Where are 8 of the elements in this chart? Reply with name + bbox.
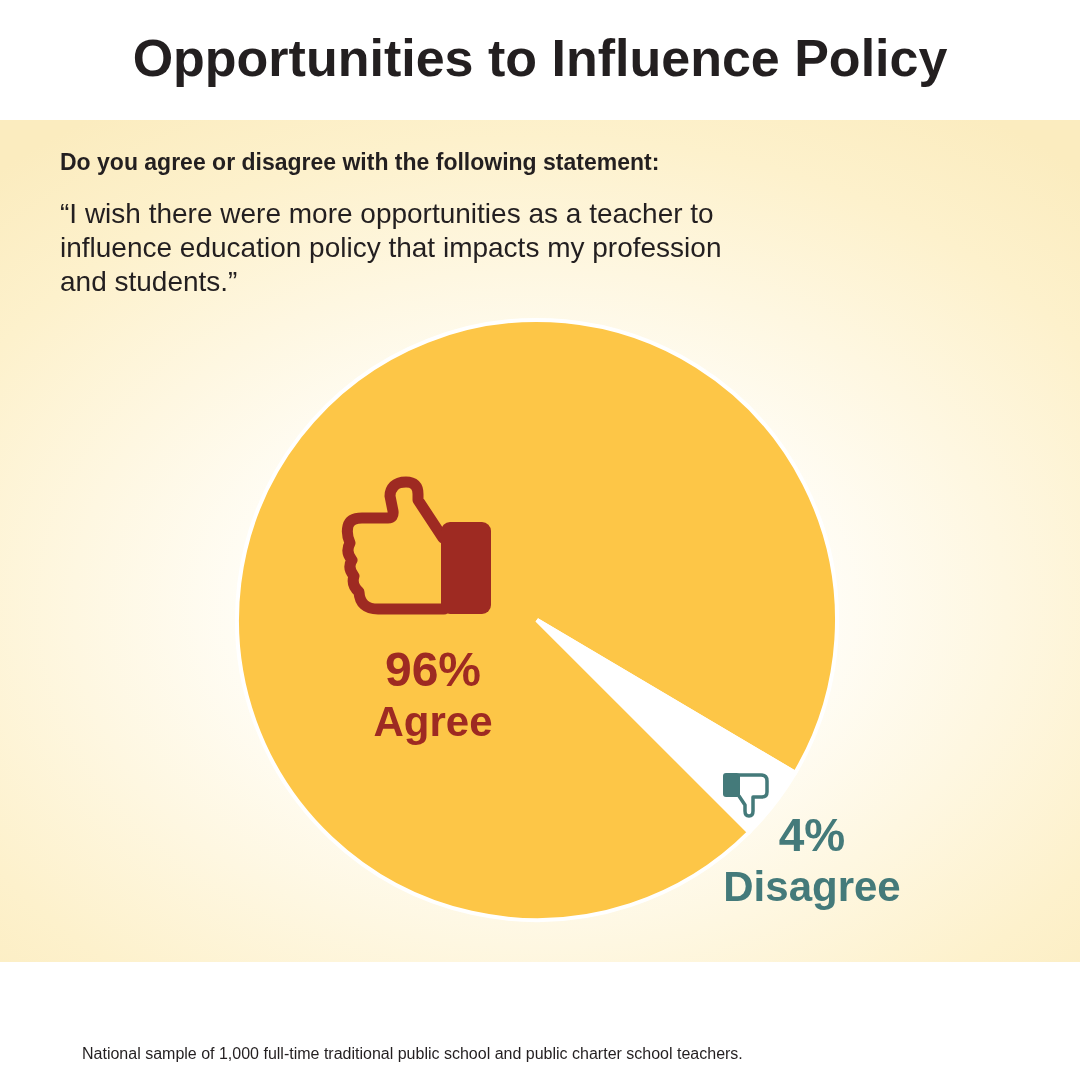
data-label: 4% <box>778 809 846 861</box>
text: “I wish there were more opportunities as a teacher to influence education policy that impacts my profession and students.” <box>60 197 723 299</box>
slice-label: Disagree <box>723 863 901 910</box>
slice-label: Agree <box>373 698 493 745</box>
chart-title: Opportunities to Influence Policy <box>131 28 949 88</box>
data-label: 96% <box>384 643 482 696</box>
chart-subtitle: Do you agree or disagree with the following statement: <box>60 148 661 177</box>
text: National sample of 1,000 full-time traditional public school and public charter school teachers. <box>82 1044 744 1064</box>
